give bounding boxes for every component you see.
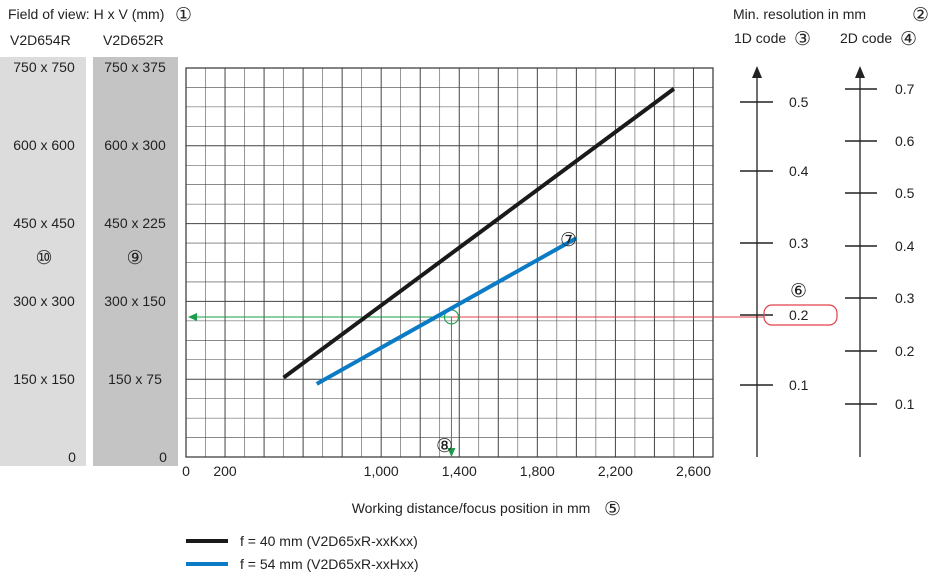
scale-2d-arrow [855, 66, 865, 78]
scale-2d-tick-label: 0.4 [895, 238, 915, 254]
x-tick-label: 0 [182, 463, 190, 479]
scale-2d-code: 0.1 0.2 0.3 0.4 0.5 0.6 0.7 [845, 66, 915, 457]
column-band-v2d654r [0, 57, 86, 466]
x-tick-label: 2,200 [598, 463, 633, 479]
scale-2d-tick-label: 0.6 [895, 133, 915, 149]
resolution-header: Min. resolution in mm [733, 6, 866, 22]
series-layer [282, 87, 676, 386]
marker-2: ② [912, 5, 929, 26]
scale-1d-arrow [752, 66, 762, 78]
fov-label: 600 x 300 [104, 137, 166, 153]
series-line-40mm [282, 87, 676, 380]
fov-label: 750 x 750 [13, 59, 75, 75]
guide-arrow-left [188, 312, 197, 321]
scale-title-1d: 1D code [734, 30, 786, 46]
column-labels-v2d652r: 750 x 375 600 x 300 450 x 225 300 x 150 … [104, 59, 167, 465]
legend-label-40mm: f = 40 mm (V2D65xR-xxKxx) [240, 533, 418, 549]
marker-7: ⑦ [560, 230, 577, 251]
marker-6: ⑥ [790, 281, 807, 302]
fov-header: Field of view: H x V (mm) [8, 6, 164, 22]
scale-2d-tick-label: 0.2 [895, 343, 915, 359]
plot-grid [186, 68, 713, 457]
x-tick-label: 1,000 [364, 463, 399, 479]
fov-label: 0 [159, 449, 167, 465]
example-guides [188, 309, 764, 457]
marker-9: ⑨ [126, 248, 143, 269]
scale-2d-tick-label: 0.3 [895, 290, 915, 306]
x-tick-label: 1,800 [520, 463, 555, 479]
fov-label: 600 x 600 [13, 137, 75, 153]
scale-title-2d: 2D code [840, 30, 892, 46]
x-tick-label: 200 [213, 463, 237, 479]
column-title-v2d654r: V2D654R [10, 32, 71, 48]
fov-label: 300 x 300 [13, 293, 75, 309]
fov-label: 150 x 150 [13, 371, 75, 387]
fov-label: 450 x 450 [13, 215, 75, 231]
scale-1d-tick-label: 0.4 [789, 163, 809, 179]
column-band-v2d652r [93, 57, 178, 466]
scale-2d-tick-label: 0.5 [895, 185, 915, 201]
legend-label-54mm: f = 54 mm (V2D65xR-xxHxx) [240, 556, 419, 572]
scale-1d-tick-label: 0.2 [789, 307, 809, 323]
scale-2d-tick-label: 0.1 [895, 396, 915, 412]
fov-label: 750 x 375 [104, 59, 166, 75]
scale-1d-tick-label: 0.5 [789, 94, 809, 110]
series-line-54mm [315, 236, 578, 386]
fov-label: 300 x 150 [104, 293, 166, 309]
x-axis-ticks: 0 200 1,000 1,400 1,800 2,200 2,600 [182, 463, 711, 479]
column-labels-v2d654r: 750 x 750 600 x 600 450 x 450 300 x 300 … [13, 59, 76, 465]
scale-1d-tick-label: 0.3 [789, 235, 809, 251]
fov-label: 450 x 225 [104, 215, 166, 231]
fov-label: 150 x 75 [108, 371, 162, 387]
marker-3: ③ [794, 29, 811, 50]
marker-10: ⑩ [35, 248, 52, 269]
x-tick-label: 1,400 [442, 463, 477, 479]
scale-2d-tick-label: 0.7 [895, 81, 915, 97]
marker-4: ④ [900, 29, 917, 50]
x-tick-label: 2,600 [676, 463, 711, 479]
fov-label: 0 [68, 449, 76, 465]
legend: f = 40 mm (V2D65xR-xxKxx) f = 54 mm (V2D… [186, 533, 419, 572]
x-axis-label: Working distance/focus position in mm [352, 500, 591, 516]
scale-1d-code: 0.1 0.2 0.3 0.4 0.5 [740, 66, 809, 457]
plot-frame [185, 67, 714, 458]
scale-1d-tick-label: 0.1 [789, 377, 809, 393]
highlight-1d-resolution [763, 304, 838, 326]
guide-arrow-down [447, 448, 456, 457]
column-title-v2d652r: V2D652R [103, 32, 164, 48]
marker-5: ⑤ [604, 499, 621, 520]
marker-1: ① [175, 5, 192, 26]
marker-8: ⑧ [436, 436, 453, 457]
